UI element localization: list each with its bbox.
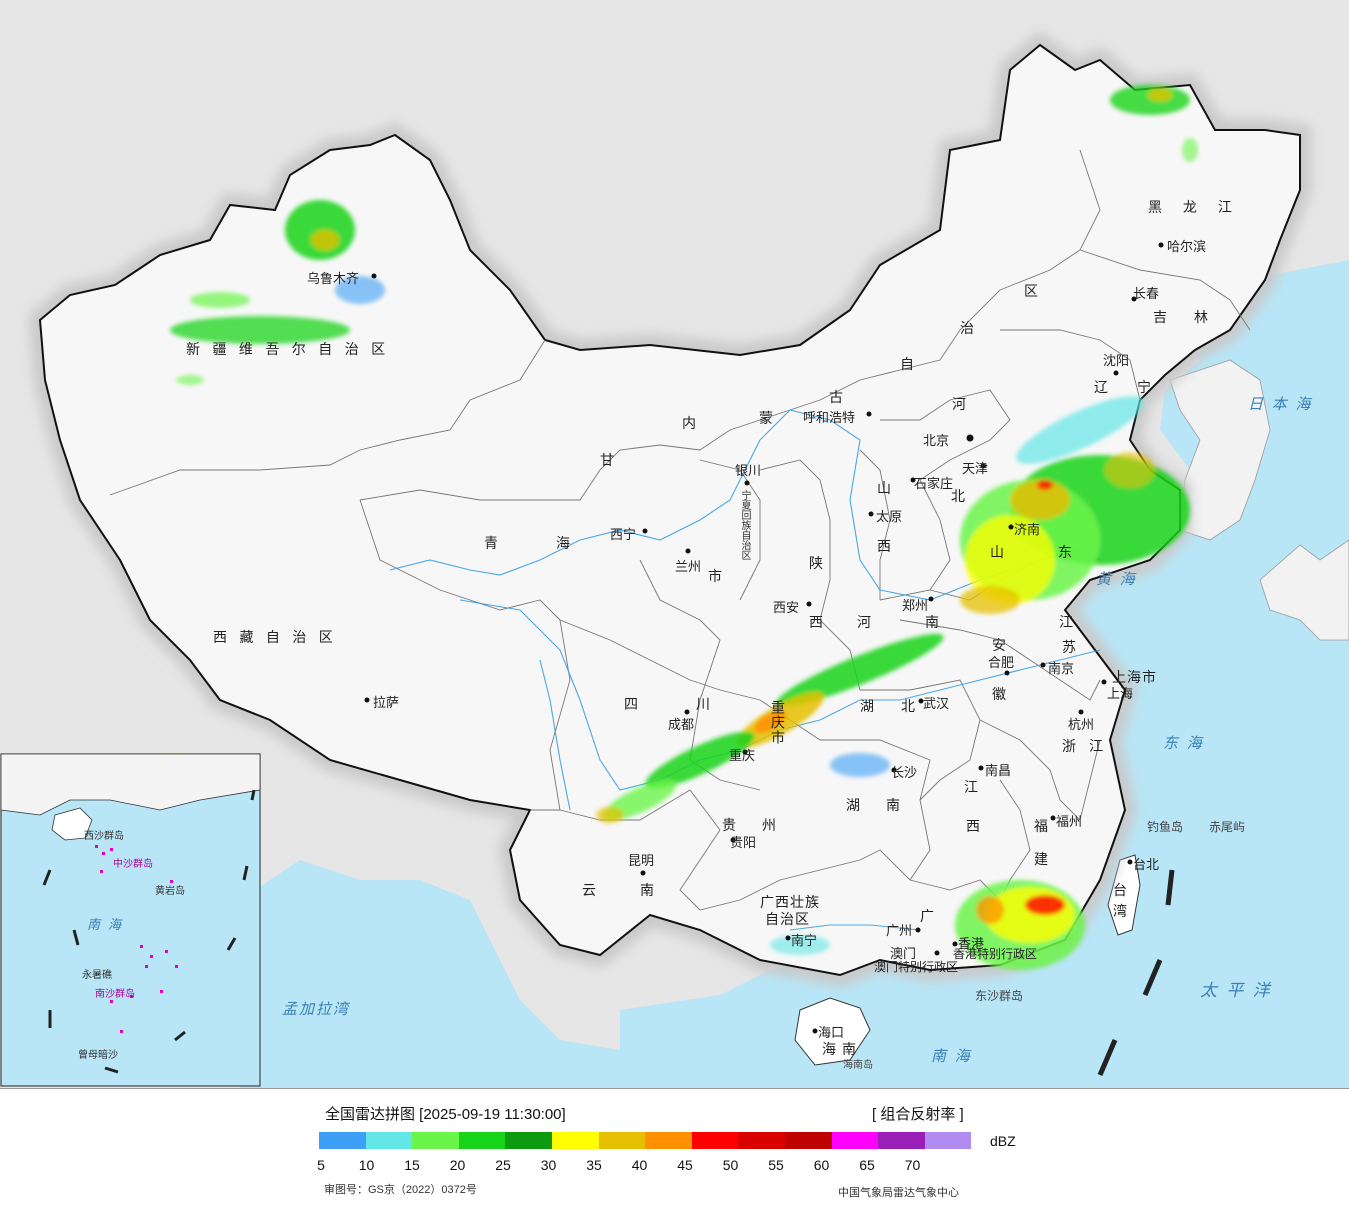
legend-tick-label: 10 [358,1157,375,1173]
color-swatch [365,1132,413,1149]
china-map-svg [0,31,1349,1088]
color-swatch [598,1132,646,1149]
legend-tick-label: 35 [586,1157,602,1173]
legend-tick-label: 50 [722,1157,739,1173]
legend-tick-label: 40 [631,1157,648,1173]
japan-land [1259,539,1349,641]
korea-land [1169,359,1271,541]
color-swatch [645,1132,692,1149]
legend-title: 全国雷达拼图 [2025-09-19 11:30:00] [325,1106,566,1123]
color-swatch [458,1132,506,1149]
nine-dash-line [1097,869,1175,1076]
color-swatch [924,1132,972,1149]
legend-tick-label: 30 [540,1157,557,1173]
province-boundaries [109,149,1251,911]
color-swatch [505,1132,552,1149]
color-swatch [691,1132,739,1149]
legend-panel: 全国雷达拼图 [2025-09-19 11:30:00] [ 组合反射率 ] d… [0,1088,1349,1209]
legend-product-name: [ 组合反射率 ] [872,1106,964,1123]
city-dots [364,242,1164,1034]
legend-tick-label: 70 [904,1157,921,1173]
color-swatch [878,1132,925,1149]
legend-tick-label: 5 [317,1157,325,1173]
legend-tick-label: 45 [677,1157,693,1173]
color-swatch [551,1132,599,1149]
legend-tick-label: 55 [768,1157,784,1173]
legend-tick-label: 25 [495,1157,511,1173]
legend-unit: dBZ [990,1133,1016,1149]
legend-tick-label: 60 [813,1157,830,1173]
legend-tick-label: 20 [449,1157,466,1173]
south-sea-inset [0,753,261,1087]
color-swatch [319,1132,366,1149]
color-swatch [784,1132,832,1149]
color-swatch [831,1132,879,1149]
hainan-land [794,997,871,1066]
approval-number: 审图号：GS京（2022）0372号 [324,1184,477,1196]
east-sea-area [620,260,1349,1088]
color-swatch [412,1132,459,1149]
bay-of-bengal-area [240,860,620,1088]
radar-map [0,0,1349,1088]
data-source: 中国气象局雷达气象中心 [838,1187,959,1199]
legend-tick-label: 15 [404,1157,420,1173]
taiwan-land [1107,854,1141,936]
legend-tick-label: 65 [859,1157,875,1173]
color-swatch [738,1132,785,1149]
color-bar [319,1132,972,1149]
